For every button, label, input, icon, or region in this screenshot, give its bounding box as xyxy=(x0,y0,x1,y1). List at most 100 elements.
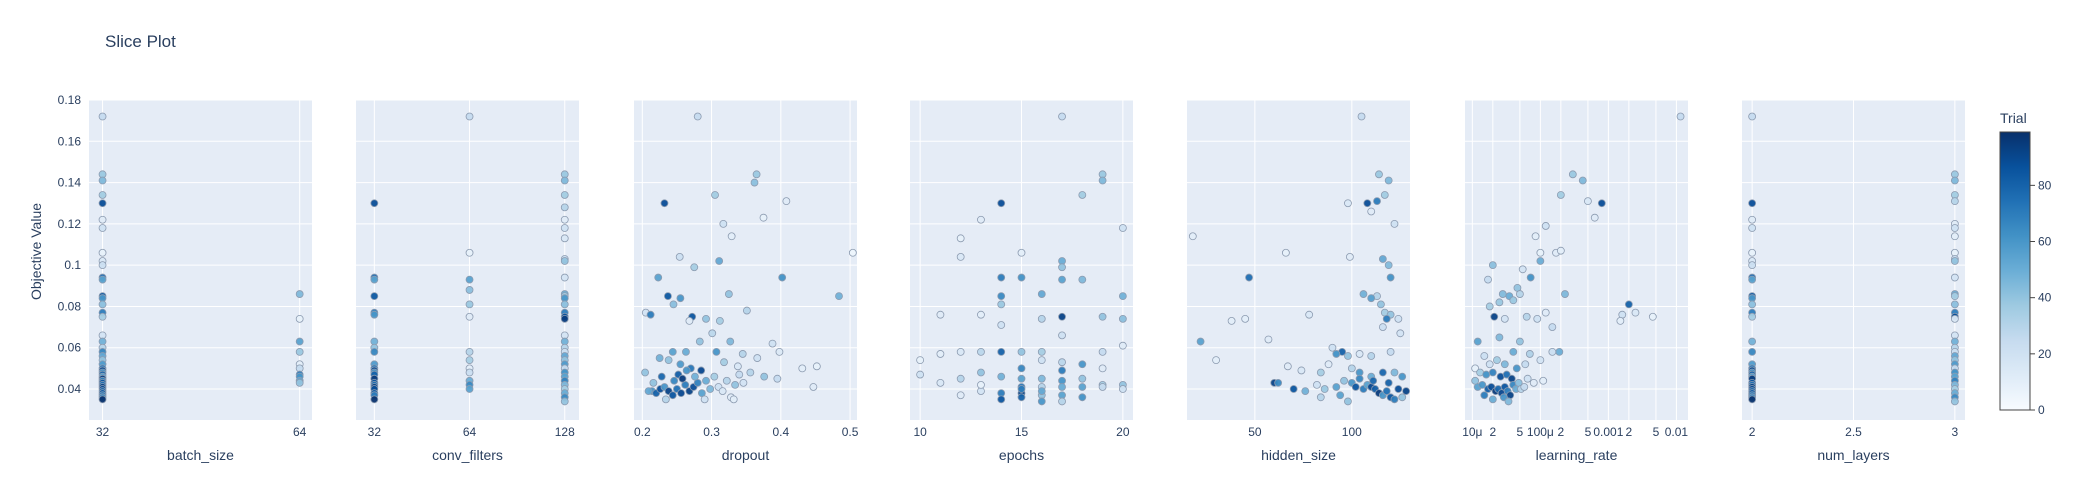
trial-point[interactable] xyxy=(1561,290,1569,298)
trial-point[interactable] xyxy=(1578,176,1587,185)
trial-point[interactable] xyxy=(1377,300,1385,309)
trial-point[interactable] xyxy=(1118,224,1127,232)
trial-point[interactable] xyxy=(752,170,761,179)
trial-point[interactable] xyxy=(1748,248,1757,257)
trial-point[interactable] xyxy=(98,224,107,232)
trial-point[interactable] xyxy=(465,356,474,365)
trial-point[interactable] xyxy=(646,310,655,319)
trial-point[interactable] xyxy=(1078,383,1087,391)
trial-point[interactable] xyxy=(1017,248,1026,257)
trial-point[interactable] xyxy=(809,383,818,391)
trial-point[interactable] xyxy=(1384,261,1393,270)
trial-point[interactable] xyxy=(724,290,733,298)
trial-point[interactable] xyxy=(655,354,664,362)
trial-point[interactable] xyxy=(1631,308,1640,317)
trial-point[interactable] xyxy=(936,378,945,387)
trial-point[interactable] xyxy=(465,112,474,121)
trial-point[interactable] xyxy=(560,273,569,282)
trial-point[interactable] xyxy=(1386,347,1395,356)
trial-point[interactable] xyxy=(1378,255,1387,263)
trial-point[interactable] xyxy=(1320,385,1329,393)
trial-point[interactable] xyxy=(1509,347,1518,356)
trial-point[interactable] xyxy=(711,191,719,199)
trial-point[interactable] xyxy=(997,347,1006,356)
trial-point[interactable] xyxy=(936,350,945,358)
trial-point[interactable] xyxy=(1332,383,1341,391)
trial-point[interactable] xyxy=(1748,347,1757,356)
trial-point[interactable] xyxy=(1078,374,1087,383)
trial-point[interactable] xyxy=(1950,197,1959,206)
trial-point[interactable] xyxy=(1037,290,1046,298)
trial-point[interactable] xyxy=(712,347,721,356)
trial-point[interactable] xyxy=(715,257,724,265)
trial-point[interactable] xyxy=(775,347,784,356)
trial-point[interactable] xyxy=(1037,347,1046,356)
trial-point[interactable] xyxy=(773,374,782,383)
trial-point[interactable] xyxy=(1098,364,1107,373)
trial-point[interactable] xyxy=(1584,197,1592,206)
trial-point[interactable] xyxy=(1098,176,1107,185)
trial-point[interactable] xyxy=(1037,314,1046,323)
trial-point[interactable] xyxy=(465,300,474,309)
trial-point[interactable] xyxy=(98,275,107,284)
trial-point[interactable] xyxy=(1118,314,1127,323)
trial-point[interactable] xyxy=(1950,257,1959,265)
trial-point[interactable] xyxy=(1328,343,1337,352)
trial-point[interactable] xyxy=(1357,112,1366,121)
trial-point[interactable] xyxy=(1037,397,1046,406)
trial-point[interactable] xyxy=(1523,374,1532,383)
trial-point[interactable] xyxy=(1017,374,1026,383)
trial-point[interactable] xyxy=(1332,350,1341,358)
trial-point[interactable] xyxy=(719,219,728,228)
trial-point[interactable] xyxy=(997,321,1006,329)
trial-point[interactable] xyxy=(1378,368,1387,377)
trial-point[interactable] xyxy=(1748,337,1757,346)
trial-point[interactable] xyxy=(1382,314,1391,323)
trial-point[interactable] xyxy=(1748,395,1757,404)
trial-point[interactable] xyxy=(977,368,985,377)
trial-point[interactable] xyxy=(1950,273,1959,282)
trial-point[interactable] xyxy=(1526,273,1535,282)
trial-point[interactable] xyxy=(1480,391,1489,400)
trial-point[interactable] xyxy=(690,263,699,272)
trial-point[interactable] xyxy=(98,176,107,185)
trial-point[interactable] xyxy=(1555,347,1564,356)
trial-point[interactable] xyxy=(1098,347,1107,356)
trial-point[interactable] xyxy=(1488,368,1497,377)
trial-point[interactable] xyxy=(739,378,748,387)
trial-point[interactable] xyxy=(295,347,304,356)
trial-point[interactable] xyxy=(1536,248,1545,257)
trial-point[interactable] xyxy=(1058,358,1066,367)
trial-point[interactable] xyxy=(731,381,740,389)
trial-point[interactable] xyxy=(370,395,379,404)
trial-point[interactable] xyxy=(1382,387,1391,395)
trial-point[interactable] xyxy=(1359,290,1368,298)
trial-point[interactable] xyxy=(685,317,694,325)
trial-point[interactable] xyxy=(664,356,673,365)
trial-point[interactable] xyxy=(1548,323,1557,331)
trial-point[interactable] xyxy=(465,275,474,284)
trial-point[interactable] xyxy=(782,197,791,206)
trial-point[interactable] xyxy=(1017,364,1026,373)
trial-point[interactable] xyxy=(1488,261,1497,270)
trial-point[interactable] xyxy=(677,389,685,398)
trial-point[interactable] xyxy=(465,368,474,377)
trial-point[interactable] xyxy=(1037,374,1046,383)
trial-point[interactable] xyxy=(1037,356,1046,365)
trial-point[interactable] xyxy=(1500,314,1509,323)
trial-point[interactable] xyxy=(1297,366,1306,375)
trial-point[interactable] xyxy=(1624,300,1633,309)
trial-point[interactable] xyxy=(1950,176,1959,185)
trial-point[interactable] xyxy=(1058,263,1066,272)
trial-point[interactable] xyxy=(1058,275,1066,284)
trial-point[interactable] xyxy=(560,314,569,323)
trial-point[interactable] xyxy=(1748,261,1757,270)
trial-point[interactable] xyxy=(746,368,755,377)
trial-point[interactable] xyxy=(977,310,985,319)
trial-point[interactable] xyxy=(1398,372,1407,381)
trial-point[interactable] xyxy=(693,112,702,121)
trial-point[interactable] xyxy=(1245,273,1253,282)
trial-point[interactable] xyxy=(1384,176,1393,185)
trial-point[interactable] xyxy=(1078,360,1087,369)
trial-point[interactable] xyxy=(295,337,304,346)
